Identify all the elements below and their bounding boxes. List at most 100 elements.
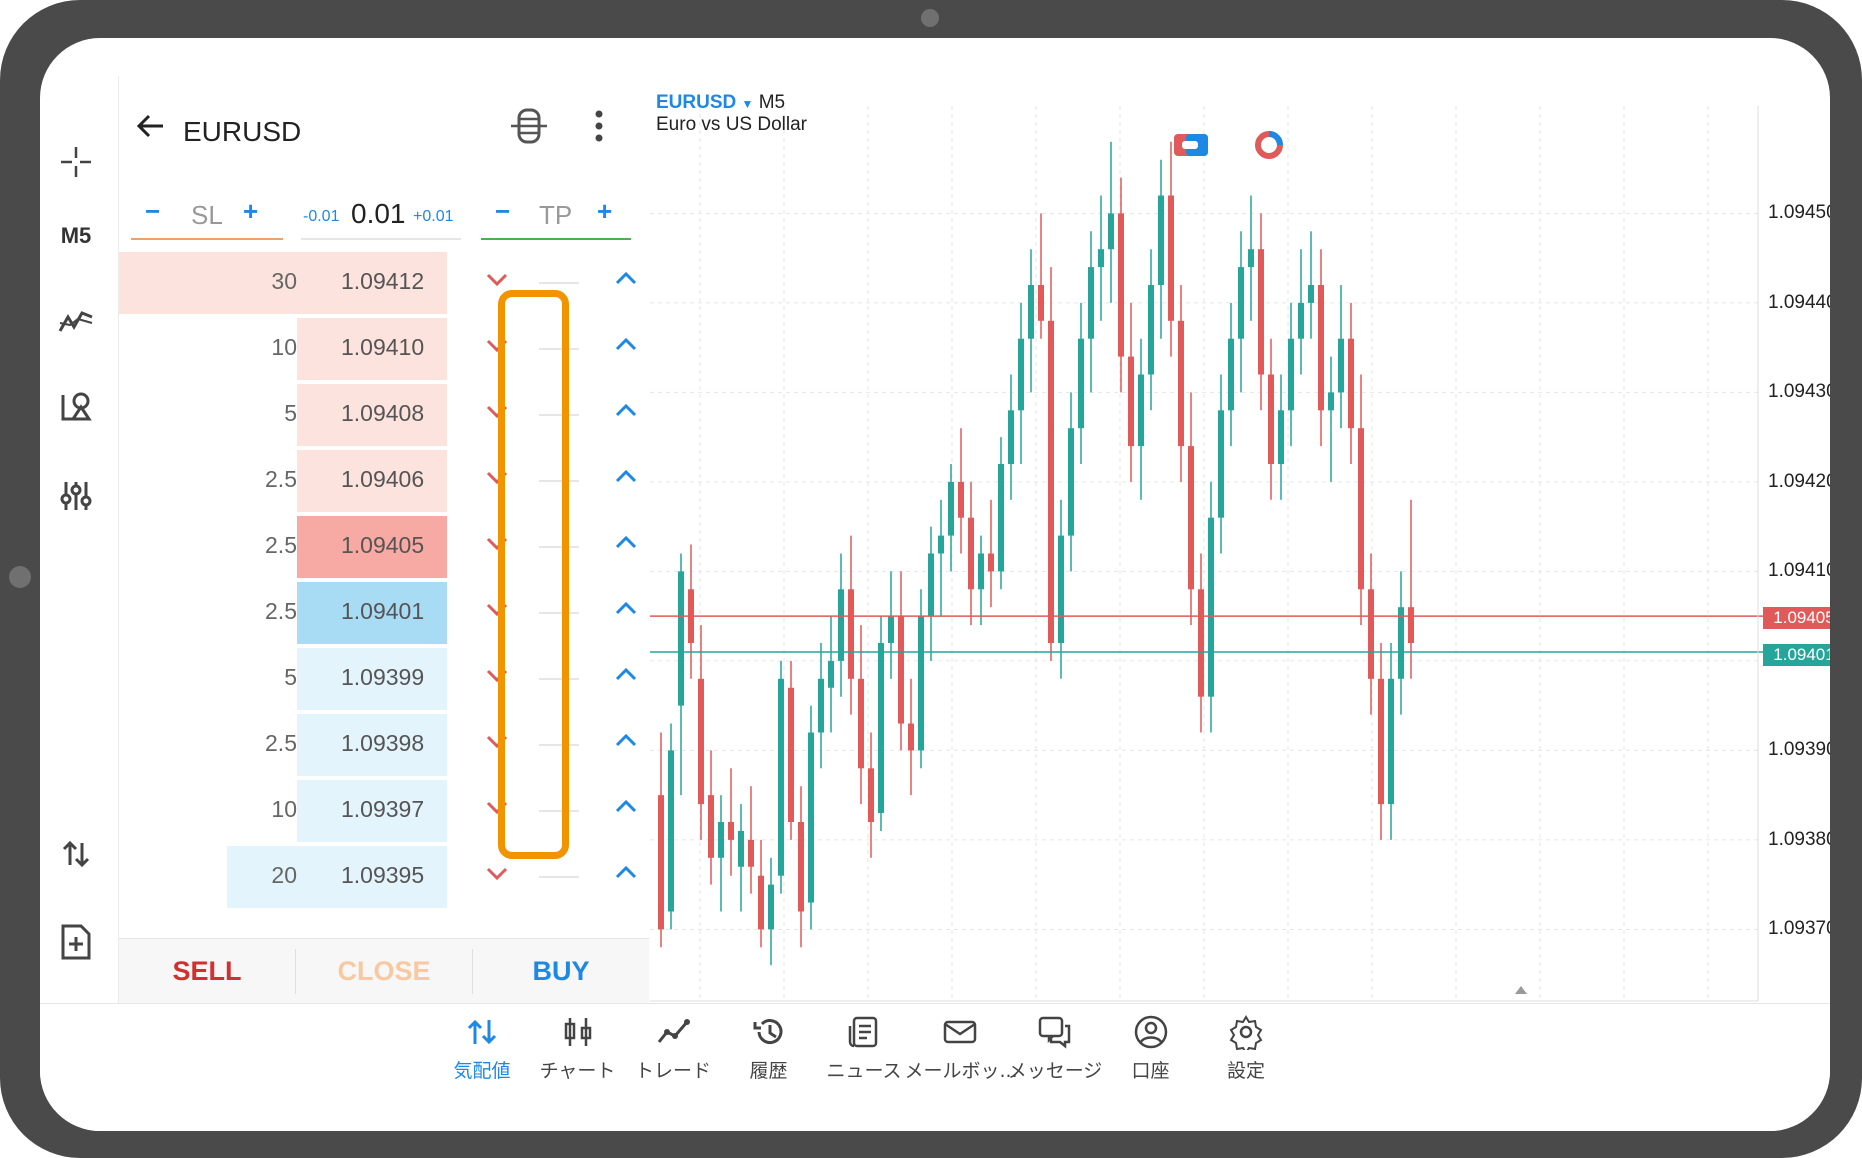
volume-underline [301,238,461,240]
new-order-icon[interactable] [54,920,98,964]
volume-control[interactable]: -0.01 0.01 +0.01 [301,186,461,240]
nav-item-account[interactable]: 口座 [1096,1014,1206,1094]
row-price: 1.09397 [341,796,425,822]
indicators-icon[interactable] [54,300,98,344]
buy-limit-chevron-up-icon[interactable] [611,858,641,888]
tp-minus-button[interactable]: − [495,196,511,226]
divider [539,810,579,812]
candle [1128,302,1134,482]
volume-value[interactable]: 0.01 [351,198,406,229]
back-arrow-icon[interactable] [135,110,167,150]
stop-loss-control[interactable]: − SL + [131,186,283,240]
tp-underline [481,238,631,240]
depth-row: 2.5 1.09398 [119,712,649,776]
sl-label: SL [191,200,223,230]
divider [539,612,579,614]
candle [808,705,814,930]
take-profit-control[interactable]: − TP + [481,186,631,240]
candle [1088,231,1094,393]
candle [1378,643,1384,840]
nav-item-settings[interactable]: 設定 [1191,1014,1301,1094]
row-volume: 5 [284,400,297,426]
chart-timeframe: M5 [758,92,786,113]
sl-minus-button[interactable]: − [145,196,161,226]
volume-decrease-button[interactable]: -0.01 [303,208,340,225]
depth-row: 2.5 1.09401 [119,580,649,644]
buy-limit-chevron-up-icon[interactable] [611,264,641,294]
price-cell [297,384,447,446]
buy-limit-chevron-up-icon[interactable] [611,594,641,624]
candle [698,625,704,840]
row-price: 1.09406 [341,466,425,492]
crosshair-icon[interactable] [54,140,98,184]
sl-plus-button[interactable]: + [243,196,259,226]
buy-limit-chevron-up-icon[interactable] [611,660,641,690]
nav-item-trade[interactable]: トレード [618,1014,728,1094]
chart-symbol[interactable]: EURUSD ▼ M5 [656,92,785,114]
nav-item-history[interactable]: 履歴 [714,1014,824,1094]
buy-limit-chevron-up-icon[interactable] [611,396,641,426]
settings-sliders-icon[interactable] [54,474,98,518]
candle [1328,356,1334,482]
nav-item-label: トレード [634,1060,711,1082]
depth-row: 10 1.09410 [119,316,649,380]
messages-icon [1037,1014,1073,1050]
nav-item-label: 設定 [1226,1060,1265,1082]
buy-limit-chevron-up-icon[interactable] [611,528,641,558]
candle [868,732,874,858]
close-button[interactable]: CLOSE [337,956,431,986]
chart-canvas[interactable] [650,76,1808,1003]
y-tick-label: 1.09380 [1768,828,1830,850]
chart-symbol-name[interactable]: EURUSD [656,92,737,113]
divider [539,678,579,680]
nav-item-chart[interactable]: チャート [523,1014,633,1094]
camera-dot [921,9,939,27]
candle [858,625,864,805]
candle [768,857,774,966]
volume-increase-button[interactable]: +0.01 [413,208,454,225]
price-cell [297,252,447,314]
row-price: 1.09398 [341,730,425,756]
depth-row: 2.5 1.09406 [119,448,649,512]
candle [678,553,684,796]
trade-arrows-icon[interactable] [54,832,98,876]
nav-item-mailbox[interactable]: メールボッ... [905,1014,1018,1094]
objects-icon[interactable] [54,384,98,428]
candle [1318,249,1324,447]
chart-shift-marker-icon[interactable] [1515,986,1527,994]
candle [758,839,764,948]
buy-limit-chevron-up-icon[interactable] [611,462,641,492]
candle [898,571,904,751]
candle [1198,553,1204,733]
signal-indicator-icon[interactable] [1254,130,1284,160]
more-menu-icon[interactable] [589,104,609,148]
sell-limit-chevron-down-icon[interactable] [482,264,512,294]
sell-limit-chevron-down-icon[interactable] [482,858,512,888]
buy-limit-chevron-up-icon[interactable] [611,792,641,822]
symbol-dropdown-icon[interactable]: ▼ [741,97,754,111]
divider [539,744,579,746]
buy-button[interactable]: BUY [532,956,590,986]
row-price: 1.09408 [341,400,425,426]
nav-item-news[interactable]: ニュース [809,1014,919,1094]
nav-item-quotes[interactable]: 気配値 [427,1014,537,1094]
candle [968,481,974,626]
sell-button[interactable]: SELL [172,956,242,986]
tp-plus-button[interactable]: + [597,196,613,226]
nav-item-label: 気配値 [453,1060,511,1082]
one-click-trading-icon[interactable] [507,104,551,148]
buy-limit-chevron-up-icon[interactable] [611,726,641,756]
timeframe-button[interactable]: M5 [60,223,92,248]
price-chart[interactable]: EURUSD ▼ M5 Euro vs US Dollar 1.09450 1.0… [650,76,1830,1037]
nav-item-messages[interactable]: メッセージ [1000,1014,1110,1094]
candle [1158,159,1164,339]
candle [708,750,714,885]
mailbox-icon [942,1014,978,1050]
depth-row: 30 1.09412 [119,250,649,314]
history-icon [751,1014,787,1050]
candle [1338,285,1344,429]
nav-item-label: 履歴 [749,1060,788,1082]
buy-limit-chevron-up-icon[interactable] [611,330,641,360]
divider [539,480,579,482]
chart-indicator-icon[interactable] [1174,132,1208,158]
